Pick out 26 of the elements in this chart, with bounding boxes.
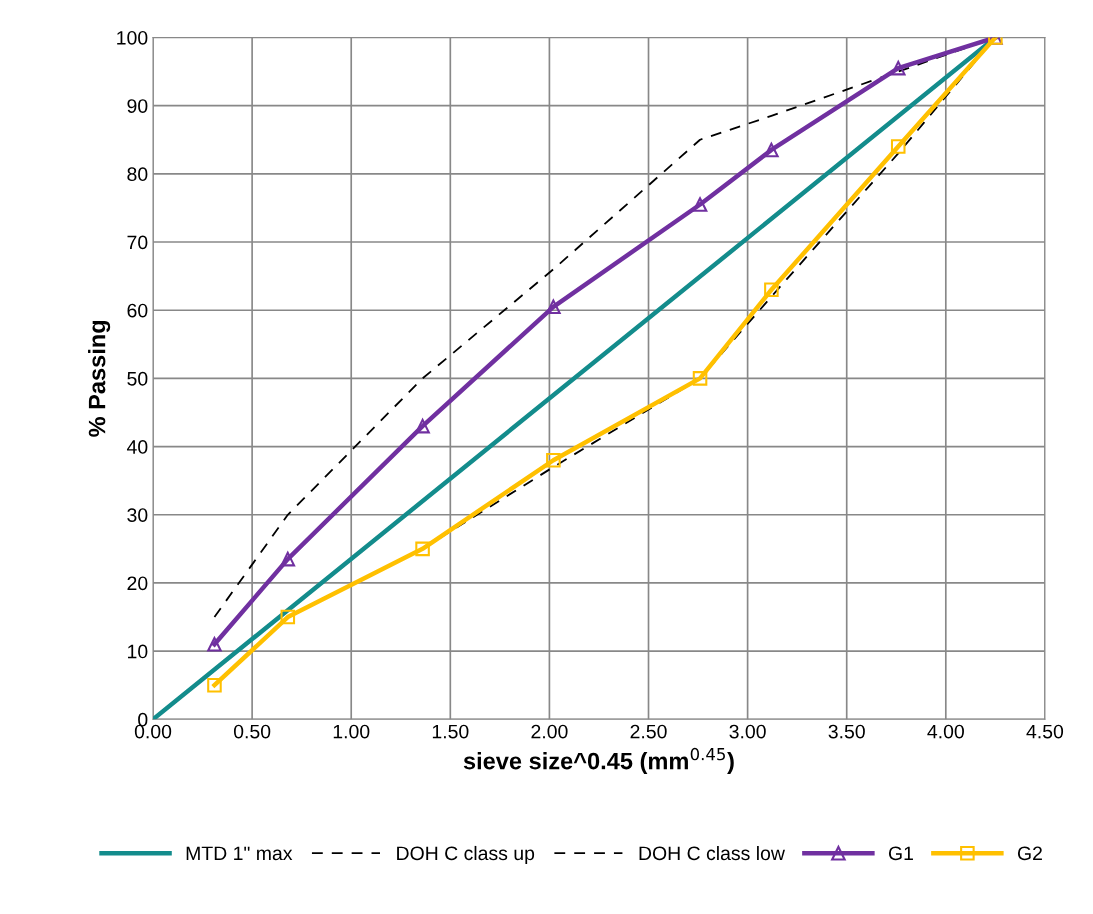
y-tick-label: 70 (127, 235, 148, 250)
y-tick-label: 100 (117, 30, 148, 45)
y-tick-label: 40 (126, 440, 148, 454)
y-tick-label: 90 (127, 99, 148, 113)
y-tick-label: 20 (127, 576, 148, 591)
x-tick-label: 4.50 (1026, 724, 1064, 739)
x-tick-label: 1.00 (333, 724, 370, 739)
x-tick-label: 1.50 (432, 724, 469, 739)
x-tick-label: 4.00 (927, 724, 964, 739)
y-tick-label: 30 (127, 508, 148, 522)
y-tick-label: 60 (127, 303, 148, 318)
legend-label: DOH C class low (639, 845, 785, 861)
y-axis-title: % Passing (88, 320, 111, 437)
y-tick-label: 50 (127, 371, 148, 386)
x-tick-label: 2.00 (531, 724, 568, 739)
x-tick-label: 3.00 (729, 724, 766, 739)
legend-label: G2 (1017, 846, 1042, 861)
x-axis-title: sieve size^0.45 (mm$^{0.45}$) (463, 747, 734, 775)
legend-label: DOH C class up (397, 845, 535, 865)
x-tick-label: 3.50 (828, 724, 865, 739)
x-tick-label: 0.50 (233, 724, 271, 739)
y-tick-label: 80 (127, 167, 148, 182)
y-tick-label: 10 (128, 644, 148, 659)
legend-label: G1 (888, 846, 913, 861)
x-tick-label: 2.50 (630, 724, 667, 739)
legend-label: MTD 1" max (186, 846, 293, 861)
